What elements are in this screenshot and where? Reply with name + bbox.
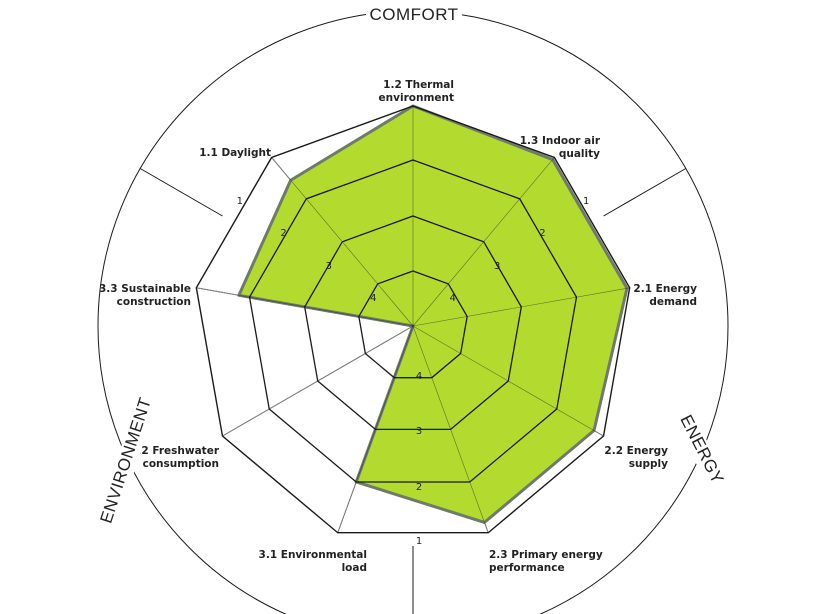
axis-label: 3.2 Freshwater consumption <box>130 445 220 470</box>
axis-spoke-overlay <box>337 325 414 533</box>
axis-spoke-overlay <box>412 325 489 533</box>
axis-spoke-overlay <box>271 157 414 327</box>
axis-spoke-overlay <box>412 157 555 327</box>
tick-label: 4 <box>416 371 422 382</box>
axis-label: 1.1 Daylight <box>199 147 271 159</box>
category-label: COMFORT <box>369 5 458 24</box>
axis-spoke-overlay <box>196 287 414 327</box>
data-series-area <box>237 104 629 524</box>
category-divider <box>139 168 223 217</box>
axis-label: 3.3 Sustainable construction <box>99 283 191 308</box>
tick-labels: 1 2 3 4 1 2 3 4 1 2 3 4 <box>237 196 590 547</box>
grid-ring-4 <box>358 270 468 379</box>
axis-label: 3.1 Environmental load <box>259 549 367 574</box>
grid-ring-1 <box>195 105 631 534</box>
tick-label: 2 <box>280 228 286 239</box>
axis-label: 1.2 Thermal environment <box>379 79 454 104</box>
grid-rings <box>195 105 631 534</box>
axis-label: 2.1 Energy demand <box>633 283 697 308</box>
tick-label: 3 <box>326 261 332 272</box>
tick-label: 1 <box>416 536 422 547</box>
axis-label: 1.3 Indoor air quality <box>520 135 601 160</box>
tick-label: 2 <box>539 228 545 239</box>
category-dividers <box>139 168 687 614</box>
category-label-backdrop <box>98 398 156 523</box>
axis-spoke-overlay <box>412 287 630 327</box>
tick-label: 3 <box>416 426 422 437</box>
tick-label: 4 <box>370 293 376 304</box>
tick-label: 1 <box>237 196 243 207</box>
grid-ring-3 <box>303 215 523 431</box>
axis-labels: 1.2 Thermal environment 1.3 Indoor air qual… <box>99 79 697 574</box>
axis-label: 2.3 Primary energy performance <box>489 549 603 574</box>
axis-spoke-overlay <box>412 325 604 437</box>
tick-label: 2 <box>416 482 422 493</box>
axis-label: 2.2 Energy supply <box>604 445 668 470</box>
tick-label: 4 <box>449 293 455 304</box>
axis-spoke-overlay <box>222 325 414 437</box>
tick-label: 1 <box>583 196 589 207</box>
category-label-backdrop <box>669 402 732 498</box>
tick-label: 3 <box>494 261 500 272</box>
category-divider <box>603 168 687 217</box>
category-label-backdrop <box>366 6 462 26</box>
grid-ring-2 <box>248 159 578 483</box>
category-label: ENERGY <box>676 412 727 487</box>
